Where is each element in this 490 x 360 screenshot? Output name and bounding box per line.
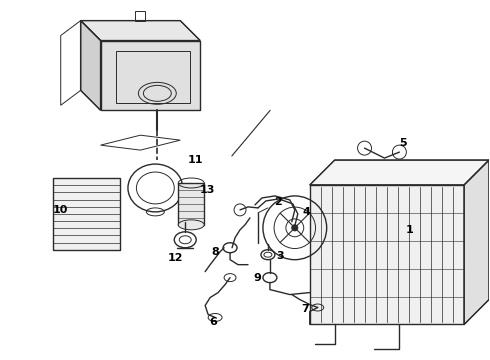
- Text: 7: 7: [301, 305, 309, 315]
- Polygon shape: [81, 21, 100, 110]
- Polygon shape: [81, 21, 200, 41]
- Text: 9: 9: [253, 273, 261, 283]
- Text: 11: 11: [188, 155, 203, 165]
- Polygon shape: [100, 41, 200, 110]
- Polygon shape: [464, 160, 489, 324]
- Polygon shape: [178, 183, 204, 225]
- Text: 2: 2: [274, 197, 282, 207]
- Text: 12: 12: [168, 253, 183, 263]
- Text: 10: 10: [53, 205, 69, 215]
- Ellipse shape: [178, 220, 204, 230]
- Polygon shape: [310, 160, 489, 185]
- Circle shape: [292, 225, 298, 231]
- Text: 8: 8: [211, 247, 219, 257]
- Text: 1: 1: [406, 225, 413, 235]
- Text: 5: 5: [399, 138, 407, 148]
- Text: 3: 3: [276, 251, 284, 261]
- Polygon shape: [310, 185, 464, 324]
- Polygon shape: [53, 178, 121, 250]
- Text: 13: 13: [199, 185, 215, 195]
- Text: 4: 4: [303, 207, 311, 217]
- Text: 6: 6: [209, 318, 217, 328]
